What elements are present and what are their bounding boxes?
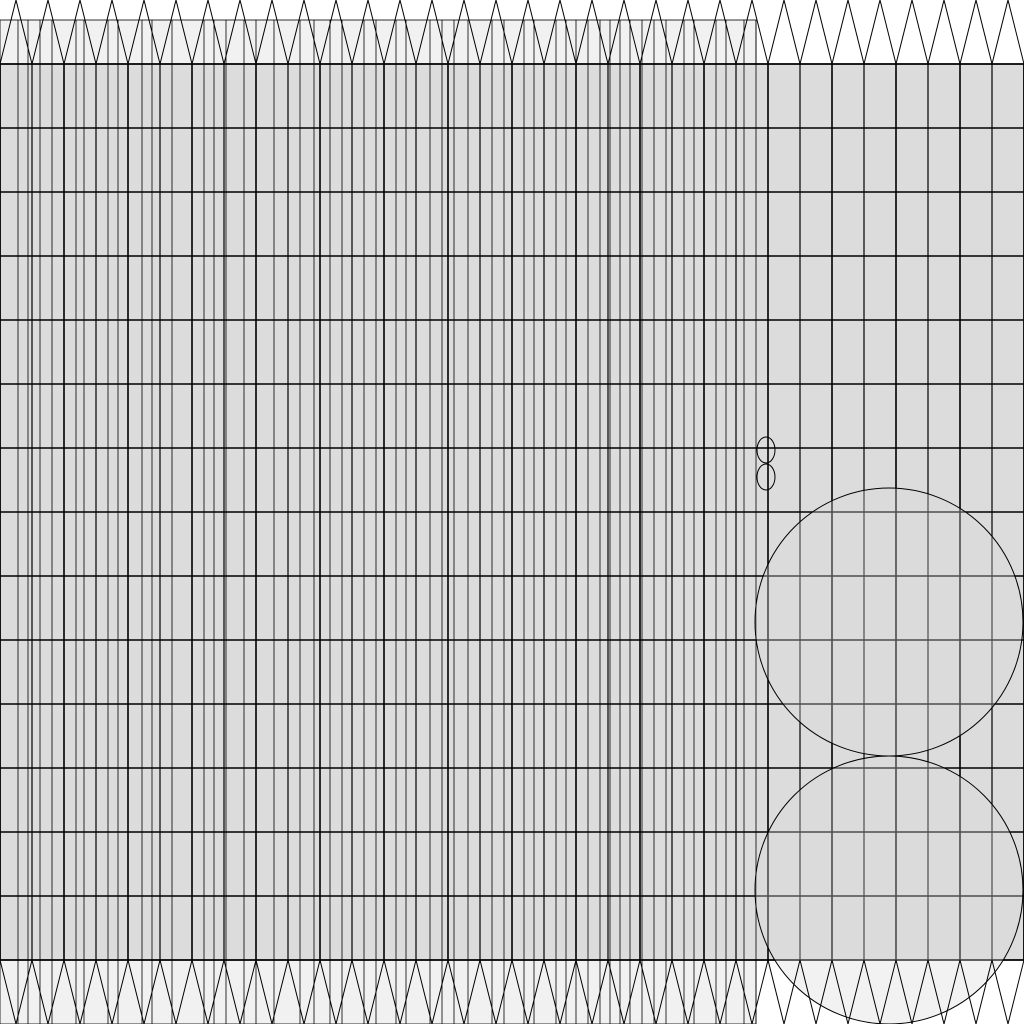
top-zigzag — [0, 0, 1024, 65]
large-circle-upper — [754, 487, 1024, 757]
large-circle-lower — [754, 755, 1024, 1024]
circle-shapes — [754, 436, 1024, 1024]
bottom-zigzag — [0, 959, 1024, 1024]
grid-lines — [0, 63, 1024, 961]
small-oval-lower — [756, 463, 776, 491]
small-oval-upper — [756, 436, 776, 464]
